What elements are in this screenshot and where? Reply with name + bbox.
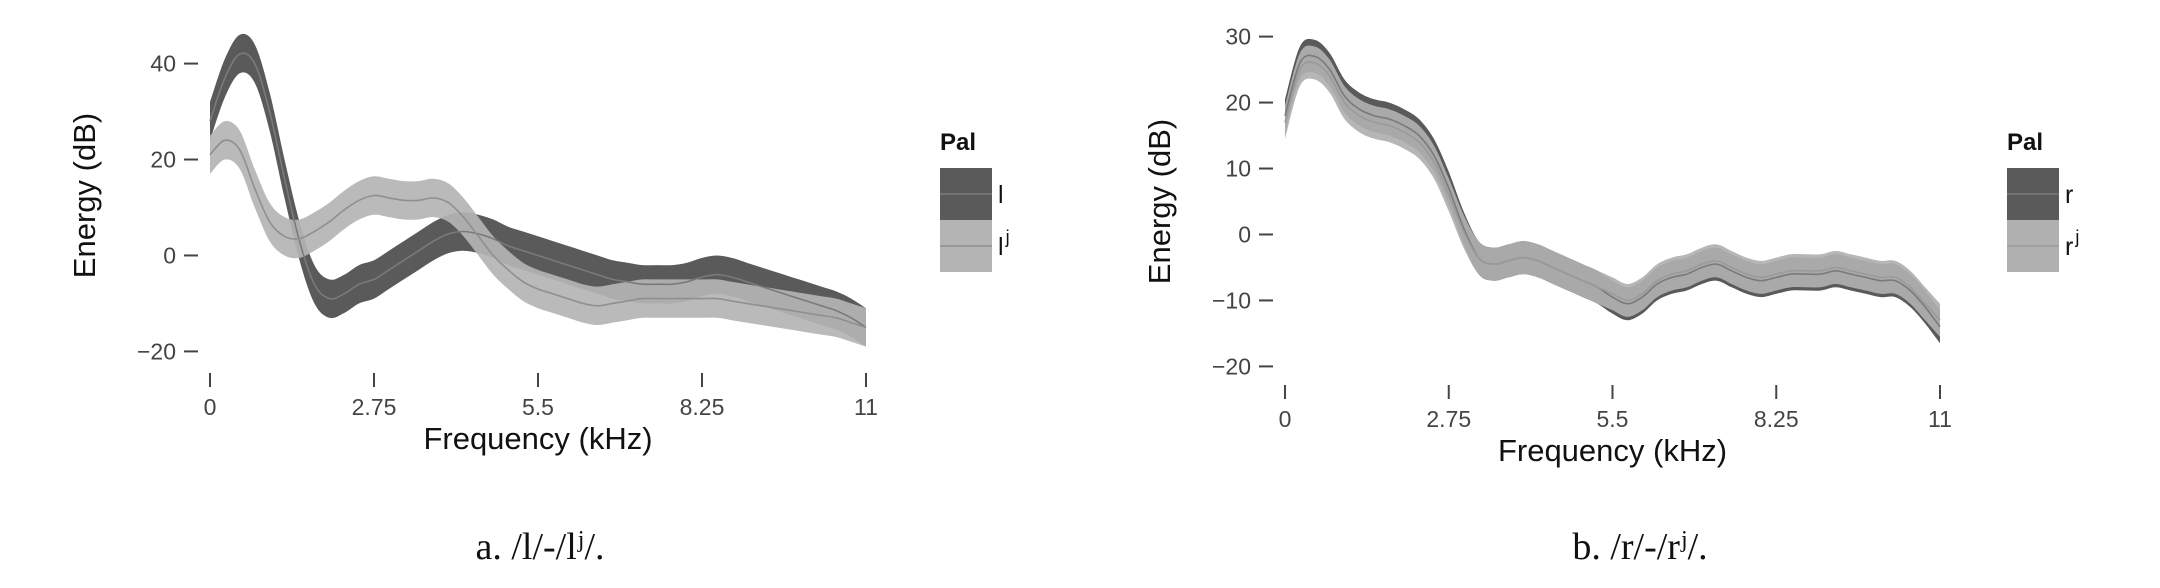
series-line-b-rj: [1284, 61, 1941, 321]
series-band-a-lj: [210, 120, 866, 347]
y-tick-label: 40: [150, 51, 176, 77]
y-tick-label: 20: [150, 147, 176, 173]
legend-title: Pal: [940, 129, 976, 156]
caption-b-suffix: /.: [1687, 526, 1708, 568]
y-tick-label: 10: [1225, 156, 1251, 182]
x-tick-label: 8.25: [680, 394, 725, 420]
series-line-b-r: [1284, 54, 1941, 328]
x-tick-label: 11: [854, 394, 878, 420]
legend-label-l: l: [998, 181, 1004, 209]
x-tick-label: 0: [204, 394, 217, 420]
panel-a: −20 0 20 40 0 2.75 5.5 8.25 11 Frequency (kHz) Ene…: [67, 33, 1010, 575]
panel-b: −20 −10 0 10 20 30 0 2.75 5.5 8.25 11 Frequency (kH…: [1080, 0, 2160, 588]
series-band-b-rj: [1285, 45, 1940, 337]
series-band-a-l: [210, 33, 866, 347]
chart-b: −20 −10 0 10 20 30 0 2.75 5.5 8.25 11 Frequency (kH…: [1142, 24, 2079, 468]
y-tick-label: −20: [1212, 353, 1251, 379]
caption-a-sup: j: [577, 527, 585, 553]
caption-b-prefix: b. /r/-/r: [1572, 526, 1680, 568]
legend-title: Pal: [2007, 129, 2043, 156]
series-line-a-lj: [209, 139, 867, 329]
x-tick-label: 0: [1279, 406, 1292, 432]
y-tick-label: 0: [1238, 221, 1251, 247]
y-axis-title: Energy (dB): [67, 113, 102, 278]
x-tick-label: 2.75: [1426, 406, 1471, 432]
y-tick-label: −10: [1212, 287, 1251, 313]
y-tick-label: 30: [1225, 24, 1251, 50]
x-tick-label: 8.25: [1754, 406, 1799, 432]
caption-b: b. /r/-/rj/.: [1320, 525, 1960, 575]
x-tick-label: 5.5: [1597, 406, 1629, 432]
x-tick-label: 5.5: [522, 394, 554, 420]
chart-a: −20 0 20 40 0 2.75 5.5 8.25 11 Frequency (kHz) Ene…: [67, 33, 1010, 456]
x-axis-title: Frequency (kHz): [423, 421, 652, 456]
x-tick-label: 11: [1928, 406, 1952, 432]
y-axis-title: Energy (dB): [1142, 119, 1177, 284]
y-tick-label: 20: [1225, 90, 1251, 116]
caption-a-prefix: a. /l/-/l: [475, 526, 577, 568]
caption-a-suffix: /.: [584, 526, 605, 568]
y-tick-label: 0: [163, 242, 176, 268]
caption-a: a. /l/-/lj/.: [220, 525, 860, 575]
y-tick-label: −20: [137, 338, 176, 364]
series-line-a-l: [209, 52, 867, 329]
legend-label-sup: j: [2074, 227, 2079, 247]
x-tick-label: 2.75: [352, 394, 397, 420]
x-axis-title: Frequency (kHz): [1498, 433, 1727, 468]
caption-b-sup: j: [1680, 527, 1688, 553]
legend-label-r: r: [2065, 181, 2073, 209]
legend-label-sup: j: [1005, 227, 1010, 247]
